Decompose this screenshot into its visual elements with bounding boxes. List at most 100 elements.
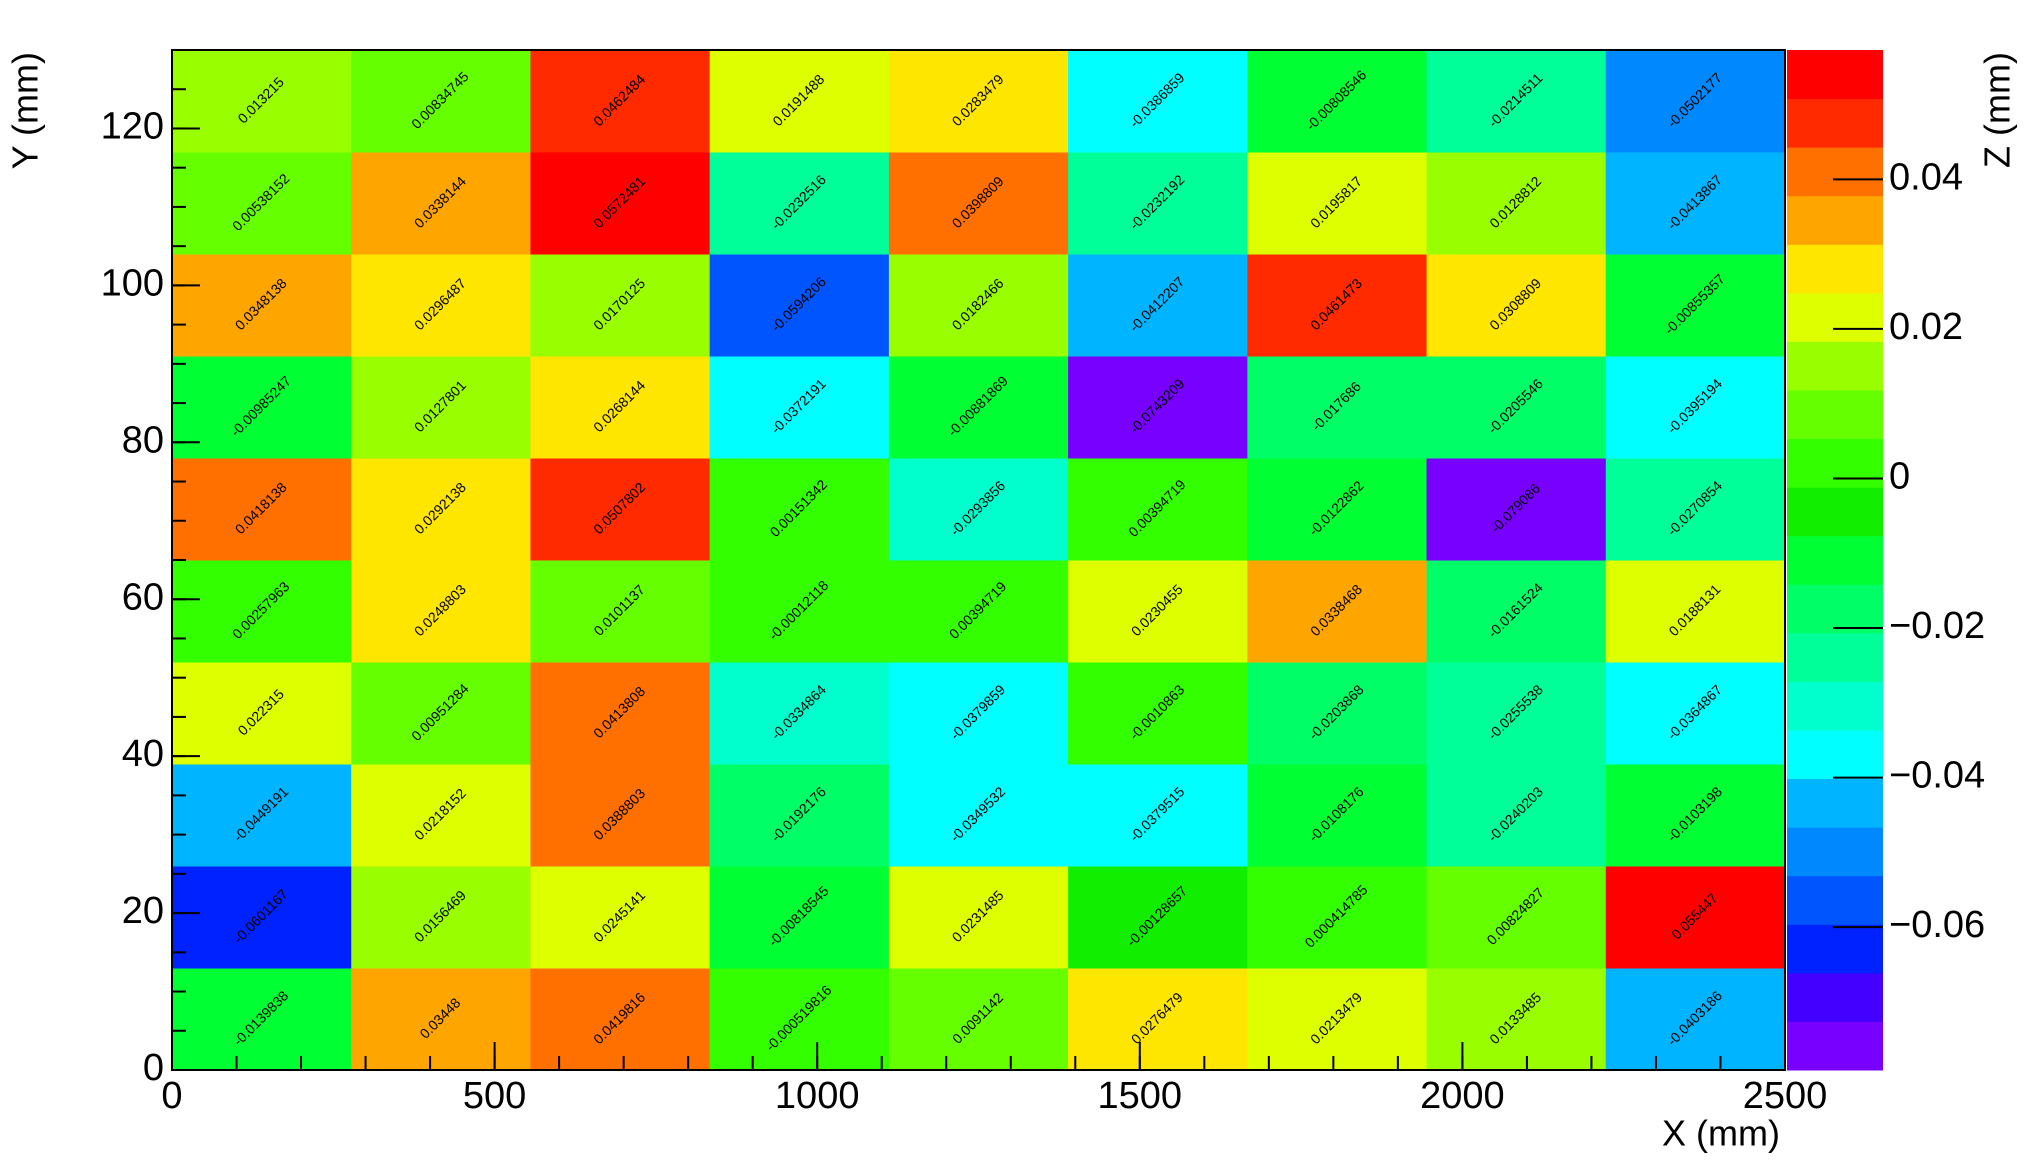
y-tick-label: 100	[101, 262, 164, 304]
heat-cell	[888, 866, 1069, 969]
z-tick-label: 0.02	[1889, 306, 1963, 348]
x-tick-label: 1000	[775, 1075, 860, 1117]
heat-cell	[530, 152, 711, 255]
heat-cell	[1426, 866, 1607, 969]
y-tick-label: 40	[122, 733, 164, 775]
heat-cell	[530, 560, 711, 663]
heat-cell	[1247, 356, 1428, 459]
z-tick-label: −0.04	[1889, 755, 1985, 797]
heat-cell	[888, 764, 1069, 867]
heat-cell	[351, 662, 531, 765]
heat-cell	[888, 458, 1069, 561]
heat-cell	[709, 662, 890, 765]
palette-band	[1787, 875, 1883, 925]
heat-cell	[888, 356, 1069, 459]
palette-band	[1787, 147, 1883, 197]
x-tick-label: 2500	[1743, 1075, 1828, 1117]
heat-cell	[1426, 458, 1607, 561]
palette-band	[1787, 487, 1883, 537]
heat-cell	[1426, 968, 1607, 1071]
heat-cell	[1426, 152, 1607, 255]
heat-cell	[1426, 356, 1607, 459]
heat-cell	[888, 254, 1069, 357]
palette-band	[1787, 730, 1883, 780]
heat-cell	[709, 458, 890, 561]
heat-cell	[172, 356, 352, 459]
heat-cell	[351, 458, 531, 561]
heat-cell	[530, 458, 711, 561]
heat-cell	[1247, 662, 1428, 765]
palette-band	[1787, 390, 1883, 440]
y-axis-title: Y (mm)	[5, 52, 46, 169]
heat-cell	[1605, 764, 1786, 867]
heat-cell	[172, 662, 352, 765]
heat-cell	[1068, 50, 1248, 153]
heat-cell	[530, 968, 711, 1071]
heat-cell	[1247, 458, 1428, 561]
palette-band	[1787, 972, 1883, 1022]
heat-cell	[530, 356, 711, 459]
heat-cell	[1247, 866, 1428, 969]
palette-band	[1787, 438, 1883, 488]
heat-cell	[1068, 662, 1248, 765]
heat-cell	[1068, 968, 1248, 1071]
heat-cell	[1247, 50, 1428, 153]
palette-band	[1787, 98, 1883, 148]
z-tick-label: −0.02	[1889, 605, 1985, 647]
heat-cell	[351, 866, 531, 969]
palette-band	[1787, 778, 1883, 828]
heat-cell	[530, 50, 711, 153]
heat-cell	[1605, 560, 1786, 663]
y-tick-label: 60	[122, 576, 164, 618]
heat-cell	[351, 152, 531, 255]
heat-cell	[888, 968, 1069, 1071]
z-tick-label: 0.04	[1889, 156, 1963, 198]
heat-cell	[709, 356, 890, 459]
palette-band	[1787, 341, 1883, 391]
heat-cell	[351, 764, 531, 867]
heat-cell	[351, 356, 531, 459]
heat-cell	[709, 254, 890, 357]
heat-cell	[888, 662, 1069, 765]
heat-cell	[1247, 968, 1428, 1071]
heat-cell	[1605, 458, 1786, 561]
x-tick-label: 2000	[1420, 1075, 1505, 1117]
heat-cell	[1426, 560, 1607, 663]
heat-cell	[172, 764, 352, 867]
heat-cell	[709, 152, 890, 255]
heat-cell	[1068, 356, 1248, 459]
heat-cell	[1247, 560, 1428, 663]
heat-cell	[1247, 152, 1428, 255]
palette-band	[1787, 584, 1883, 634]
palette-band	[1787, 50, 1883, 100]
heat-cell	[1068, 560, 1248, 663]
heat-cell	[1426, 764, 1607, 867]
heat-cell	[351, 560, 531, 663]
heat-cell	[1605, 968, 1786, 1071]
y-tick-label: 20	[122, 890, 164, 932]
heat-cell	[1068, 152, 1248, 255]
heat-cell	[172, 458, 352, 561]
heat-cell	[530, 662, 711, 765]
heat-cell	[1426, 254, 1607, 357]
heat-cell	[709, 968, 890, 1071]
x-tick-label: 500	[463, 1075, 526, 1117]
palette-band	[1787, 195, 1883, 245]
y-tick-label: 80	[122, 419, 164, 461]
heat-cell	[1068, 458, 1248, 561]
heat-cell	[530, 866, 711, 969]
z-tick-label: 0	[1889, 456, 1910, 498]
heat-cell	[709, 866, 890, 969]
heat-cell	[1605, 662, 1786, 765]
heat-cell	[1605, 866, 1786, 969]
heat-cell	[172, 254, 352, 357]
y-tick-label: 0	[143, 1047, 164, 1089]
heat-cell	[172, 152, 352, 255]
heat-cell	[1605, 50, 1786, 153]
z-axis-title: Z (mm)	[1977, 52, 2018, 168]
heat-cell	[1426, 50, 1607, 153]
x-axis-title: X (mm)	[1662, 1113, 1780, 1154]
heat-cell	[709, 764, 890, 867]
x-tick-label: 1500	[1098, 1075, 1183, 1117]
